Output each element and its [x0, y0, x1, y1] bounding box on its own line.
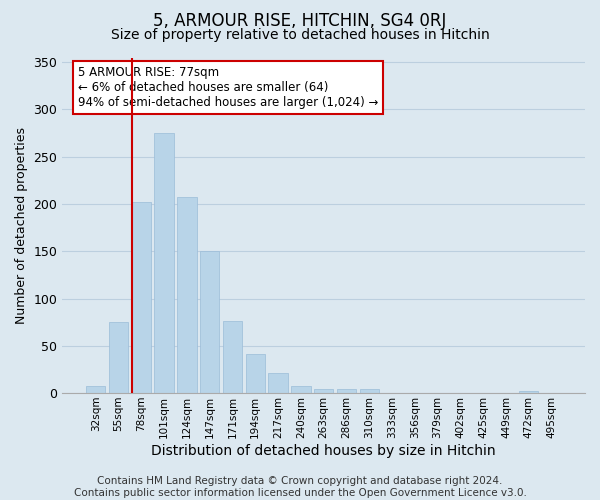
Bar	[519, 391, 538, 393]
Y-axis label: Number of detached properties: Number of detached properties	[15, 127, 28, 324]
Bar	[359, 390, 379, 393]
Bar	[109, 322, 128, 393]
X-axis label: Distribution of detached houses by size in Hitchin: Distribution of detached houses by size …	[151, 444, 496, 458]
Text: 5, ARMOUR RISE, HITCHIN, SG4 0RJ: 5, ARMOUR RISE, HITCHIN, SG4 0RJ	[154, 12, 446, 30]
Bar	[177, 198, 197, 393]
Bar	[200, 252, 220, 393]
Bar	[314, 390, 334, 393]
Bar	[131, 202, 151, 393]
Bar	[154, 133, 174, 393]
Bar	[291, 386, 311, 393]
Text: Contains HM Land Registry data © Crown copyright and database right 2024.
Contai: Contains HM Land Registry data © Crown c…	[74, 476, 526, 498]
Text: 5 ARMOUR RISE: 77sqm
← 6% of detached houses are smaller (64)
94% of semi-detach: 5 ARMOUR RISE: 77sqm ← 6% of detached ho…	[78, 66, 379, 109]
Bar	[245, 354, 265, 393]
Bar	[337, 390, 356, 393]
Bar	[223, 321, 242, 393]
Bar	[86, 386, 106, 393]
Bar	[268, 373, 288, 393]
Text: Size of property relative to detached houses in Hitchin: Size of property relative to detached ho…	[110, 28, 490, 42]
